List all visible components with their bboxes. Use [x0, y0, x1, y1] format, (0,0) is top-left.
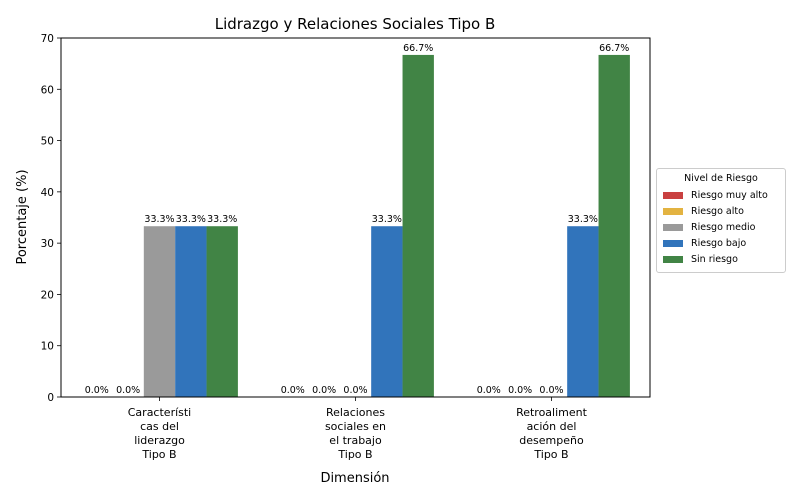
legend-swatch [663, 239, 683, 247]
y-tick-label: 10 [41, 341, 54, 353]
x-tick-label: cas del [140, 420, 179, 433]
bar-4-0 [206, 226, 238, 397]
bar-value-label: 0.0% [539, 385, 563, 396]
legend-label: Riesgo bajo [691, 237, 747, 249]
y-tick-label: 60 [41, 84, 54, 96]
bar-2-0 [143, 226, 176, 397]
bar-value-label: 0.0% [343, 385, 367, 396]
bar-value-label: 66.7% [403, 43, 433, 54]
plot-frame [60, 37, 651, 398]
y-tick-label: 40 [41, 187, 54, 199]
chart-title: Lidrazgo y Relaciones Sociales Tipo B [215, 15, 496, 33]
legend-label: Sin riesgo [691, 253, 738, 265]
bar-value-label: 0.0% [85, 385, 109, 396]
bar-value-label: 0.0% [281, 385, 305, 396]
legend-swatch [663, 191, 683, 199]
bar-value-label: 33.3% [176, 214, 206, 225]
legend-label: Riesgo muy alto [691, 189, 768, 201]
x-tick-label: Relaciones [326, 406, 385, 419]
x-tick-label: desempeño [519, 434, 584, 447]
bar-value-label: 0.0% [116, 385, 140, 396]
bar-3-1 [371, 226, 403, 397]
legend-items: Riesgo muy alto Riesgo alto Riesgo medio Ri… [663, 187, 779, 267]
y-tick-label: 50 [41, 136, 54, 148]
bar-value-label: 33.3% [568, 214, 598, 225]
x-axis-label: Dimensión [320, 471, 389, 486]
y-tick-label: 0 [47, 392, 54, 404]
x-tick-label: sociales en [325, 420, 386, 433]
legend-label: Riesgo medio [691, 221, 756, 233]
x-tick-label: Tipo B [337, 448, 372, 461]
bar-4-1 [402, 54, 434, 397]
bar-3-2 [567, 226, 599, 397]
x-tick-label: Característi [128, 406, 192, 419]
bar-4-2 [598, 54, 630, 397]
bar-value-label: 33.3% [372, 214, 402, 225]
x-tick-label: Retroaliment [516, 406, 588, 419]
legend: Nivel de Riesgo Riesgo muy alto Riesgo al… [656, 168, 786, 273]
bar-3-0 [175, 226, 207, 397]
legend-item: Riesgo alto [663, 203, 779, 219]
x-tick-label: ación del [527, 420, 577, 433]
legend-item: Sin riesgo [663, 251, 779, 267]
bar-value-label: 33.3% [207, 214, 237, 225]
legend-item: Riesgo bajo [663, 235, 779, 251]
x-tick-label: liderazgo [134, 434, 185, 447]
legend-title: Nivel de Riesgo [684, 173, 758, 184]
legend-swatch [663, 255, 683, 263]
legend-item: Riesgo muy alto [663, 187, 779, 203]
legend-label: Riesgo alto [691, 205, 744, 217]
x-tick-label: el trabajo [329, 434, 382, 447]
legend-item: Riesgo medio [663, 219, 779, 235]
legend-swatch [663, 223, 683, 231]
bar-value-label: 33.3% [144, 214, 174, 225]
x-tick-label: Tipo B [141, 448, 176, 461]
x-tick-label: Tipo B [533, 448, 568, 461]
bar-value-label: 66.7% [599, 43, 629, 54]
bar-value-label: 0.0% [312, 385, 336, 396]
y-axis-label: Porcentaje (%) [15, 169, 30, 264]
legend-swatch [663, 207, 683, 215]
y-tick-label: 70 [41, 33, 54, 45]
bar-value-label: 0.0% [477, 385, 501, 396]
bar-value-label: 0.0% [508, 385, 532, 396]
y-tick-label: 30 [41, 238, 54, 250]
y-tick-label: 20 [41, 289, 54, 301]
